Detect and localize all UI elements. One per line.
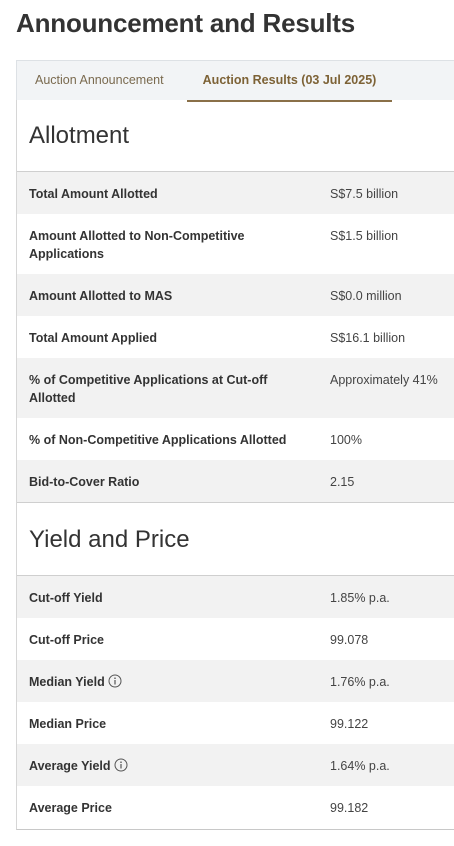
page-title: Announcement and Results bbox=[16, 8, 356, 38]
row-label: Median Price bbox=[29, 717, 107, 731]
info-icon[interactable] bbox=[114, 758, 128, 772]
row-label-group: Average Yield bbox=[29, 757, 319, 775]
row-value: 1.85% p.a. bbox=[330, 591, 390, 605]
row-value: 1.64% p.a. bbox=[330, 759, 390, 773]
row-label: Total Amount Allotted bbox=[29, 187, 158, 201]
row-value: S$7.5 billion bbox=[330, 187, 399, 201]
row-label: % of Non-Competitive Applications Allott… bbox=[29, 433, 287, 447]
row-label: % of Competitive Applications at Cut-off… bbox=[29, 373, 268, 405]
row-value: 99.078 bbox=[330, 633, 369, 647]
table-row: Total Amount Allotted S$7.5 billion bbox=[17, 172, 454, 214]
table-row: Cut-off Price 99.078 bbox=[17, 618, 454, 660]
row-label: Amount Allotted to MAS bbox=[29, 289, 173, 303]
row-value: Approximately 41% bbox=[330, 373, 438, 387]
allotment-table: Total Amount Allotted S$7.5 billion Amoun… bbox=[17, 171, 454, 503]
table-row: Median Price 99.122 bbox=[17, 702, 454, 744]
row-value: 2.15 bbox=[330, 475, 355, 489]
table-row: Average Yield 1.64% p.a. bbox=[17, 744, 454, 786]
tab-bar: Auction Announcement Auction Results (03… bbox=[16, 60, 454, 102]
section-heading: Yield and Price bbox=[29, 526, 190, 553]
row-label-group: Median Yield bbox=[29, 673, 319, 691]
row-label: Amount Allotted to Non-Competitive Appli… bbox=[29, 229, 245, 261]
row-value: 1.76% p.a. bbox=[330, 675, 390, 689]
row-label: Average Price bbox=[29, 801, 112, 815]
results-panel: Allotment Total Amount Allotted S$7.5 bil… bbox=[16, 100, 454, 830]
yield-price-table: Cut-off Yield 1.85% p.a. Cut-off Price 99.… bbox=[17, 575, 454, 828]
row-label: Bid-to-Cover Ratio bbox=[29, 475, 140, 489]
table-row: % of Non-Competitive Applications Allott… bbox=[17, 418, 454, 460]
row-label: Cut-off Yield bbox=[29, 591, 103, 605]
table-row: Amount Allotted to MAS S$0.0 million bbox=[17, 274, 454, 316]
table-row: Amount Allotted to Non-Competitive Appli… bbox=[17, 214, 454, 274]
row-label: Average Yield bbox=[29, 759, 111, 773]
row-value: 100% bbox=[330, 433, 362, 447]
row-value: 99.122 bbox=[330, 717, 369, 731]
table-row: Cut-off Yield 1.85% p.a. bbox=[17, 576, 454, 618]
table-row: Average Price 99.182 bbox=[17, 786, 454, 828]
table-row: Median Yield 1.76% p.a. bbox=[17, 660, 454, 702]
table-row: % of Competitive Applications at Cut-off… bbox=[17, 358, 454, 418]
tab-active[interactable]: Auction Results (03 Jul 2025) bbox=[187, 61, 392, 102]
row-value: 99.182 bbox=[330, 801, 369, 815]
row-label: Cut-off Price bbox=[29, 633, 104, 647]
row-value: S$1.5 billion bbox=[330, 229, 399, 243]
table-row: Total Amount Applied S$16.1 billion bbox=[17, 316, 454, 358]
row-label: Total Amount Applied bbox=[29, 331, 157, 345]
tab[interactable]: Auction Announcement bbox=[35, 73, 164, 87]
row-value: S$0.0 million bbox=[330, 289, 402, 303]
row-label: Median Yield bbox=[29, 675, 105, 689]
section-heading: Allotment bbox=[29, 122, 130, 149]
info-icon[interactable] bbox=[108, 674, 122, 688]
row-value: S$16.1 billion bbox=[330, 331, 406, 345]
table-row: Bid-to-Cover Ratio 2.15 bbox=[17, 460, 454, 502]
